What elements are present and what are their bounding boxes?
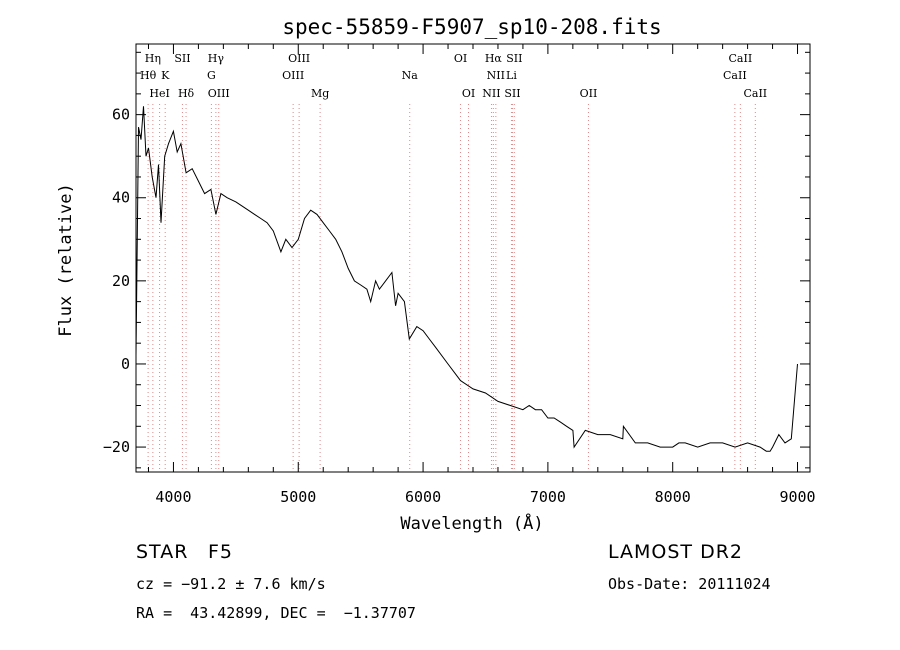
line-marker-label-0: Hη	[145, 52, 161, 65]
y-tick-label: 40	[112, 189, 130, 207]
coordinates: RA = 43.42899, DEC = −1.37707	[136, 604, 416, 622]
line-marker-label-10: OIII	[282, 69, 304, 82]
plot-frame	[135, 43, 811, 473]
line-marker-label-17: NII	[487, 69, 505, 82]
line-marker-label-7: G	[207, 69, 216, 82]
spectrum-line-0	[135, 106, 798, 452]
line-marker-label-1: Hθ	[140, 69, 157, 82]
object-subclass: F5	[208, 541, 234, 563]
line-marker-label-3: HeI	[149, 87, 169, 100]
y-tick-label: 60	[112, 106, 130, 124]
line-marker-label-8: OIII	[208, 87, 230, 100]
line-marker-label-21: OII	[580, 87, 598, 100]
survey-name: LAMOST DR2	[608, 541, 743, 563]
line-marker-label-15: Hα	[485, 52, 503, 65]
x-tick-label: 9000	[779, 488, 815, 506]
line-marker-label-19: NII	[482, 87, 500, 100]
line-marker-label-22: CaII	[729, 52, 753, 65]
y-tick-label: 0	[121, 355, 130, 373]
x-tick-label: 5000	[280, 488, 316, 506]
line-marker-label-6: Hγ	[208, 52, 225, 65]
line-marker-label-18: Li	[506, 69, 517, 82]
line-marker-label-14: OI	[462, 87, 475, 100]
redshift-velocity: cz = −91.2 ± 7.6 km/s	[136, 575, 326, 593]
y-tick-label: 20	[112, 272, 130, 290]
y-axis: −20 0 20 40 60	[103, 51, 810, 469]
line-marker-label-9: OIII	[288, 52, 310, 65]
line-marker-label-2: K	[161, 69, 170, 82]
line-marker-label-23: CaII	[723, 69, 747, 82]
x-axis-label: Wavelength (Å)	[400, 512, 543, 534]
x-tick-label: 6000	[405, 488, 441, 506]
line-marker-label-16: SII	[506, 52, 522, 65]
line-marker-label-11: Mg	[311, 87, 329, 100]
y-tick-label: −20	[103, 438, 130, 456]
x-tick-label: 8000	[655, 488, 691, 506]
line-marker-label-13: OI	[454, 52, 467, 65]
line-marker-label-20: SII	[504, 87, 520, 100]
line-marker-label-5: Hδ	[178, 87, 195, 100]
object-class: STAR	[136, 541, 189, 563]
line-marker-label-4: SII	[174, 52, 190, 65]
y-axis-label: Flux (relative)	[56, 183, 76, 337]
chart-title: spec-55859-F5907_sp10-208.fits	[282, 15, 661, 39]
line-marker-label-12: Na	[402, 69, 419, 82]
spectrum-series	[135, 106, 798, 452]
line-marker-label-24: CaII	[743, 87, 767, 100]
x-tick-label: 7000	[530, 488, 566, 506]
x-axis: 4000 5000 6000 7000 8000 9000	[147, 44, 816, 506]
observation-date: Obs-Date: 20111024	[608, 575, 771, 593]
x-tick-label: 4000	[155, 488, 191, 506]
